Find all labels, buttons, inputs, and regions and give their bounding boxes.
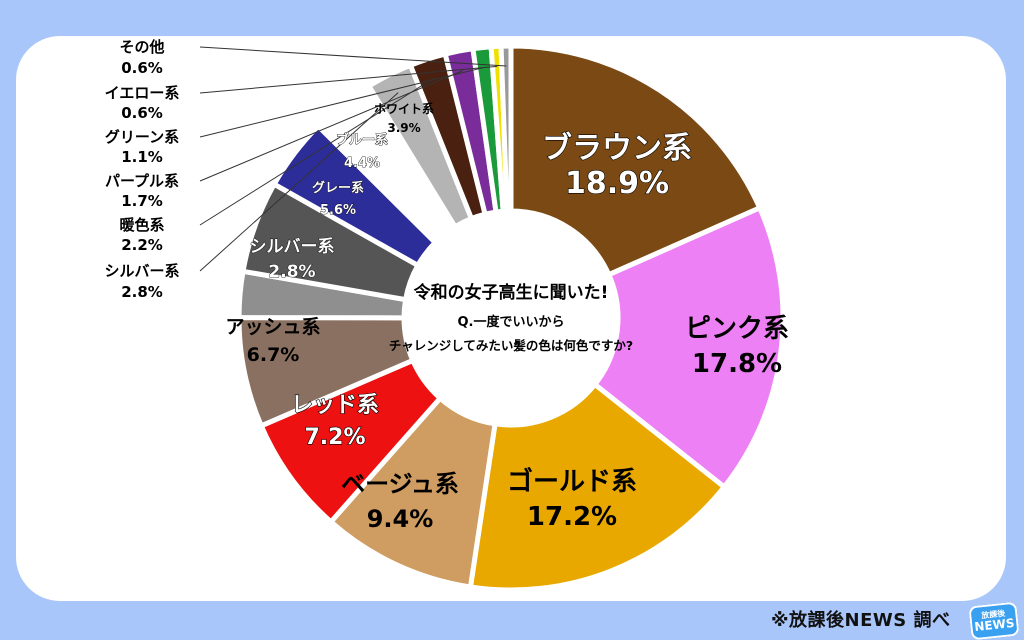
slice-value-0: 18.9% [565, 166, 669, 201]
slice-label-5: アッシュ系 [225, 316, 320, 338]
leader-line-10 [199, 92, 399, 272]
slice-label-15: その他 [119, 38, 164, 56]
leader-line-15 [199, 46, 507, 67]
slice-label-1: ピンク系 [685, 314, 789, 344]
leader-line-13 [199, 66, 485, 138]
slice-label-8: ブルー系 [336, 132, 388, 148]
slice-value-4: 7.2% [304, 425, 365, 450]
brand-logo: 放課後 NEWS [968, 601, 1020, 640]
slice-label-4: レッド系 [291, 393, 379, 418]
slice-value-9: 3.9% [387, 121, 420, 135]
slice-label-7: グレー系 [312, 180, 364, 196]
slice-15 [498, 43, 514, 214]
slice-value-3: 9.4% [367, 505, 434, 533]
slice-1 [591, 204, 786, 491]
leader-line-14 [199, 65, 498, 94]
slice-value-8: 4.4% [344, 156, 380, 171]
slice-value-13: 1.1% [121, 148, 163, 166]
slice-label-2: ゴールド系 [507, 466, 637, 497]
slice-label-14: イエロー系 [105, 84, 180, 102]
center-text: 令和の女子高生に聞いた! Q.一度でいいから チャレンジしてみたい髪の色は何色で… [389, 282, 633, 353]
slice-label-10: シルバー系 [104, 262, 179, 280]
slice-value-5: 6.7% [247, 344, 300, 366]
donut-slices [236, 43, 786, 593]
leader-line-11 [199, 77, 435, 226]
slice-value-7: 5.6% [320, 203, 356, 218]
slice-value-15: 0.6% [121, 59, 163, 77]
leader-line-12 [199, 70, 464, 182]
question-line-2: チャレンジしてみたい髪の色は何色ですか? [389, 338, 633, 353]
slice-0 [508, 43, 764, 278]
slice-label-3: ベージュ系 [341, 470, 459, 498]
slice-value-10: 2.8% [121, 283, 163, 301]
leader-lines [199, 46, 507, 272]
slice-value-2: 17.2% [527, 502, 617, 532]
slice-value-11: 2.2% [121, 236, 163, 254]
question-line-1: Q.一度でいいから [458, 314, 565, 330]
slice-label-9: ホワイト系 [374, 101, 434, 116]
slice-2 [467, 380, 728, 593]
slice-label-13: グリーン系 [105, 128, 179, 146]
slice-value-1: 17.8% [692, 349, 782, 379]
chart-title: 令和の女子高生に聞いた! [414, 282, 609, 303]
slice-label-12: パープル系 [105, 172, 179, 190]
slice-label-0: ブラウン系 [542, 131, 692, 166]
slice-label-6: シルバー系 [250, 237, 335, 257]
slice-value-6: 2.8% [268, 262, 315, 282]
logo-bottom-text: NEWS [973, 615, 1016, 635]
slice-label-11: 暖色系 [119, 216, 164, 234]
source-credit: ※放課後NEWS 調べ [771, 610, 951, 631]
slice-value-12: 1.7% [121, 192, 163, 210]
slice-value-14: 0.6% [121, 104, 163, 122]
